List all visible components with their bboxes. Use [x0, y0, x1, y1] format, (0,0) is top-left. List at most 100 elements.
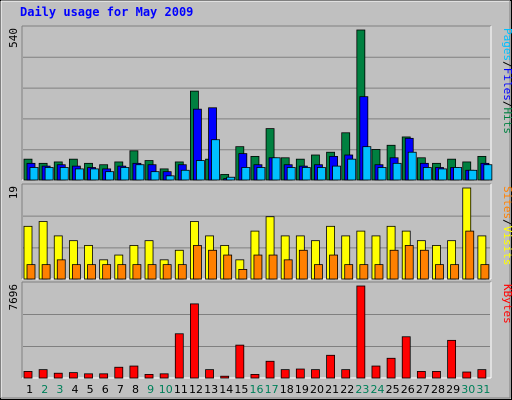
x-tick-label: 29 — [446, 383, 460, 396]
legend-sites: Sites — [501, 186, 512, 219]
bar-sites-day-11 — [178, 265, 186, 279]
bar-pages-day-28 — [438, 169, 446, 180]
bar-pages-day-15 — [242, 168, 250, 181]
bar-sites-day-12 — [193, 245, 201, 279]
bar-pages-day-23 — [363, 147, 371, 180]
bar-kbytes-day-7 — [115, 367, 123, 378]
bar-kbytes-day-22 — [342, 370, 350, 378]
bar-pages-day-22 — [348, 159, 356, 180]
x-tick-label: 7 — [117, 383, 124, 396]
x-tick-label: 11 — [174, 383, 188, 396]
bar-kbytes-day-17 — [266, 361, 274, 378]
x-tick-label: 26 — [401, 383, 415, 396]
bar-sites-day-20 — [314, 265, 322, 279]
bar-kbytes-day-4 — [69, 373, 77, 378]
x-tick-label: 22 — [340, 383, 354, 396]
bar-pages-day-31 — [484, 165, 492, 180]
bar-pages-day-12 — [196, 161, 204, 180]
bar-sites-day-6 — [103, 265, 111, 279]
bar-sites-day-9 — [148, 265, 156, 279]
bar-pages-day-16 — [257, 168, 265, 181]
bar-kbytes-day-9 — [145, 374, 153, 378]
bar-sites-day-16 — [254, 255, 262, 279]
bar-pages-day-9 — [151, 172, 159, 180]
bar-kbytes-day-15 — [236, 345, 244, 378]
bar-pages-day-10 — [166, 176, 174, 180]
bar-pages-day-18 — [287, 168, 295, 181]
bar-sites-day-7 — [118, 265, 126, 279]
x-tick-label: 13 — [204, 383, 218, 396]
x-tick-label: 8 — [132, 383, 139, 396]
bar-kbytes-day-26 — [402, 337, 410, 378]
bar-kbytes-day-16 — [251, 374, 259, 378]
bar-kbytes-day-11 — [175, 334, 183, 378]
bar-sites-day-23 — [360, 265, 368, 279]
bar-pages-day-24 — [378, 168, 386, 181]
bar-kbytes-day-6 — [100, 374, 108, 378]
bar-kbytes-day-31 — [478, 370, 486, 378]
x-tick-label: 16 — [250, 383, 264, 396]
bar-pages-day-20 — [317, 168, 325, 181]
bar-kbytes-day-8 — [130, 366, 138, 378]
bar-pages-day-29 — [454, 168, 462, 181]
bar-kbytes-day-21 — [327, 355, 335, 378]
bar-sites-day-22 — [345, 265, 353, 279]
x-tick-label: 21 — [325, 383, 339, 396]
bar-sites-day-19 — [299, 250, 307, 279]
bar-pages-day-25 — [393, 163, 401, 180]
bar-pages-day-5 — [91, 169, 99, 180]
bar-sites-day-14 — [224, 255, 232, 279]
chart-title: Daily usage for May 2009 — [20, 5, 193, 19]
chart-panels: 540Pages/Files/Hits19Sites/Visits7696KBy… — [7, 26, 512, 378]
legend-separator: / — [501, 219, 512, 226]
bar-sites-day-27 — [420, 250, 428, 279]
bar-kbytes-day-29 — [448, 340, 456, 378]
bar-sites-day-4 — [72, 265, 80, 279]
bar-kbytes-day-14 — [221, 376, 229, 378]
y-axis-max-label-kbytes: 7696 — [7, 284, 20, 311]
bar-sites-day-31 — [481, 265, 489, 279]
bar-sites-day-21 — [330, 255, 338, 279]
x-tick-label: 17 — [265, 383, 279, 396]
bar-kbytes-day-20 — [311, 370, 319, 378]
legend-files: Files — [501, 68, 512, 101]
x-tick-label: 25 — [386, 383, 400, 396]
bar-pages-day-26 — [408, 152, 416, 180]
bar-sites-day-10 — [163, 265, 171, 279]
bar-kbytes-day-19 — [296, 369, 304, 378]
bar-pages-day-6 — [106, 172, 114, 180]
bar-sites-day-30 — [466, 231, 474, 279]
bar-kbytes-day-10 — [160, 374, 168, 378]
legend-separator: / — [501, 61, 512, 68]
x-tick-label: 12 — [189, 383, 203, 396]
bar-sites-day-18 — [284, 260, 292, 279]
legend-hits: Pages/Files/Hits — [501, 28, 512, 134]
bar-kbytes-day-3 — [54, 373, 62, 378]
bar-kbytes-day-1 — [24, 371, 32, 378]
legend-visits: Sites/Visits — [501, 186, 512, 266]
bar-kbytes-day-25 — [387, 358, 395, 378]
bar-pages-day-14 — [227, 177, 235, 180]
x-tick-label: 24 — [371, 383, 385, 396]
bar-pages-day-11 — [181, 170, 189, 180]
bar-sites-day-17 — [269, 255, 277, 279]
bar-pages-day-3 — [60, 168, 68, 181]
x-tick-label: 30 — [461, 383, 475, 396]
bar-sites-day-28 — [435, 265, 443, 279]
bar-sites-day-3 — [57, 260, 65, 279]
legend-separator: / — [501, 101, 512, 108]
x-tick-label: 18 — [280, 383, 294, 396]
bar-kbytes-day-24 — [372, 366, 380, 378]
bar-sites-day-13 — [209, 250, 217, 279]
bar-sites-day-8 — [133, 265, 141, 279]
x-tick-label: 27 — [416, 383, 430, 396]
bar-kbytes-day-2 — [39, 370, 47, 378]
x-tick-label: 2 — [41, 383, 48, 396]
x-tick-label: 19 — [295, 383, 309, 396]
x-tick-label: 5 — [87, 383, 94, 396]
bar-pages-day-2 — [45, 168, 53, 181]
bar-sites-day-29 — [451, 265, 459, 279]
bar-pages-day-1 — [30, 168, 38, 181]
